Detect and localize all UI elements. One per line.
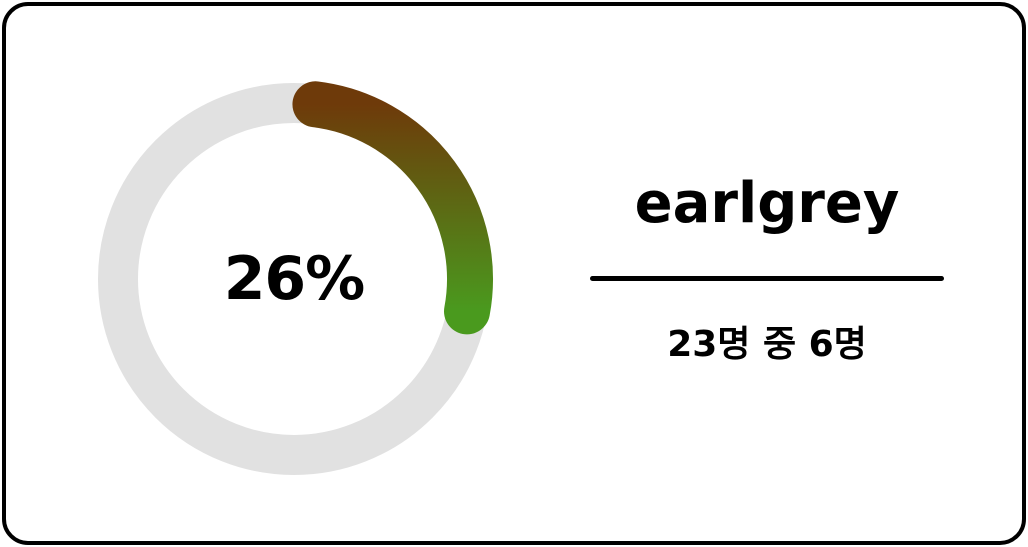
progress-ring: 26% bbox=[96, 81, 493, 477]
username: earlgrey bbox=[634, 171, 900, 236]
user-info: earlgrey 23명 중 6명 bbox=[590, 166, 944, 367]
participant-count: 23명 중 6명 bbox=[667, 324, 867, 365]
progress-percent: 26% bbox=[223, 244, 366, 314]
divider bbox=[590, 276, 944, 281]
progress-ring-graphic bbox=[98, 81, 493, 475]
progress-arc bbox=[292, 81, 493, 335]
